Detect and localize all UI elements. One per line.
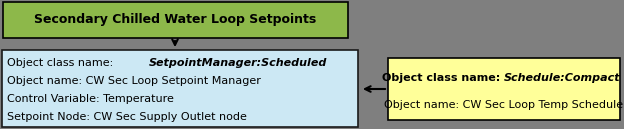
Text: Object class name:: Object class name: (7, 58, 117, 68)
Bar (2, 50, 358, 127)
Text: Object name: CW Sec Loop Temp Schedule: Object name: CW Sec Loop Temp Schedule (384, 100, 623, 110)
Bar (388, 58, 620, 120)
Text: Secondary Chilled Water Loop Setpoints: Secondary Chilled Water Loop Setpoints (34, 14, 316, 26)
Text: Control Variable: Temperature: Control Variable: Temperature (7, 94, 174, 104)
Text: Schedule:Compact: Schedule:Compact (504, 73, 621, 83)
Text: Object name: CW Sec Loop Setpoint Manager: Object name: CW Sec Loop Setpoint Manage… (7, 76, 261, 86)
Text: Object class name:: Object class name: (382, 73, 504, 83)
Text: SetpointManager:Scheduled: SetpointManager:Scheduled (149, 58, 327, 68)
Text: Setpoint Node: CW Sec Supply Outlet node: Setpoint Node: CW Sec Supply Outlet node (7, 112, 247, 122)
Bar (3, 2, 348, 38)
